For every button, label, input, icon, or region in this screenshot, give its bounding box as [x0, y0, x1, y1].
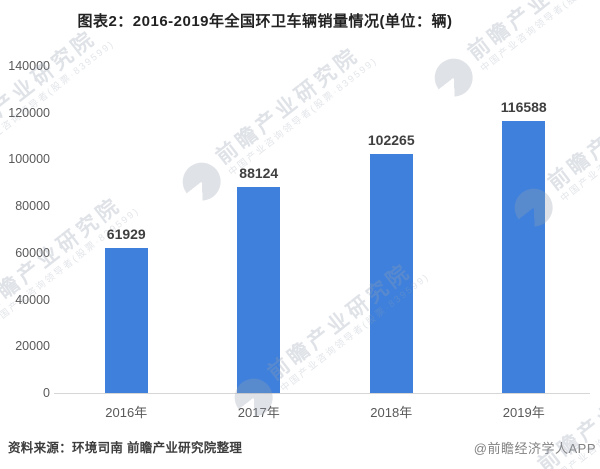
chart-title: 图表2：2016-2019年全国环卫车辆销量情况(单位：辆): [77, 13, 453, 30]
x-axis-category-label: 2017年: [237, 405, 280, 420]
y-axis-tick-label: 60000: [15, 245, 50, 260]
bar-2017年: [237, 187, 281, 393]
source-note: 资料来源：环境司南 前瞻产业研究院整理: [8, 441, 243, 455]
y-axis-tick-label: 20000: [15, 339, 50, 354]
x-axis-category-label: 2019年: [502, 405, 545, 420]
bar-2018年: [369, 154, 413, 393]
bar-value-label: 102265: [367, 132, 415, 149]
x-axis-category-label: 2016年: [105, 405, 148, 420]
bar-value-label: 88124: [239, 165, 279, 182]
x-axis-line: [54, 393, 590, 394]
x-axis-category-label: 2018年: [370, 405, 413, 420]
bar-2019年: [502, 120, 546, 393]
bar-value-label: 116588: [500, 98, 547, 115]
y-axis-tick-label: 140000: [8, 59, 50, 73]
bar-2016年: [104, 248, 148, 393]
y-axis-tick-label: 80000: [15, 199, 50, 214]
y-axis-tick-label: 40000: [15, 292, 50, 307]
y-axis-tick-label: 120000: [8, 105, 50, 120]
y-axis-tick-label: 0: [43, 386, 50, 400]
app-credit: @前瞻经济学人APP: [473, 441, 596, 456]
y-axis-tick-label: 100000: [8, 152, 50, 167]
bar-value-label: 61929: [106, 226, 146, 243]
